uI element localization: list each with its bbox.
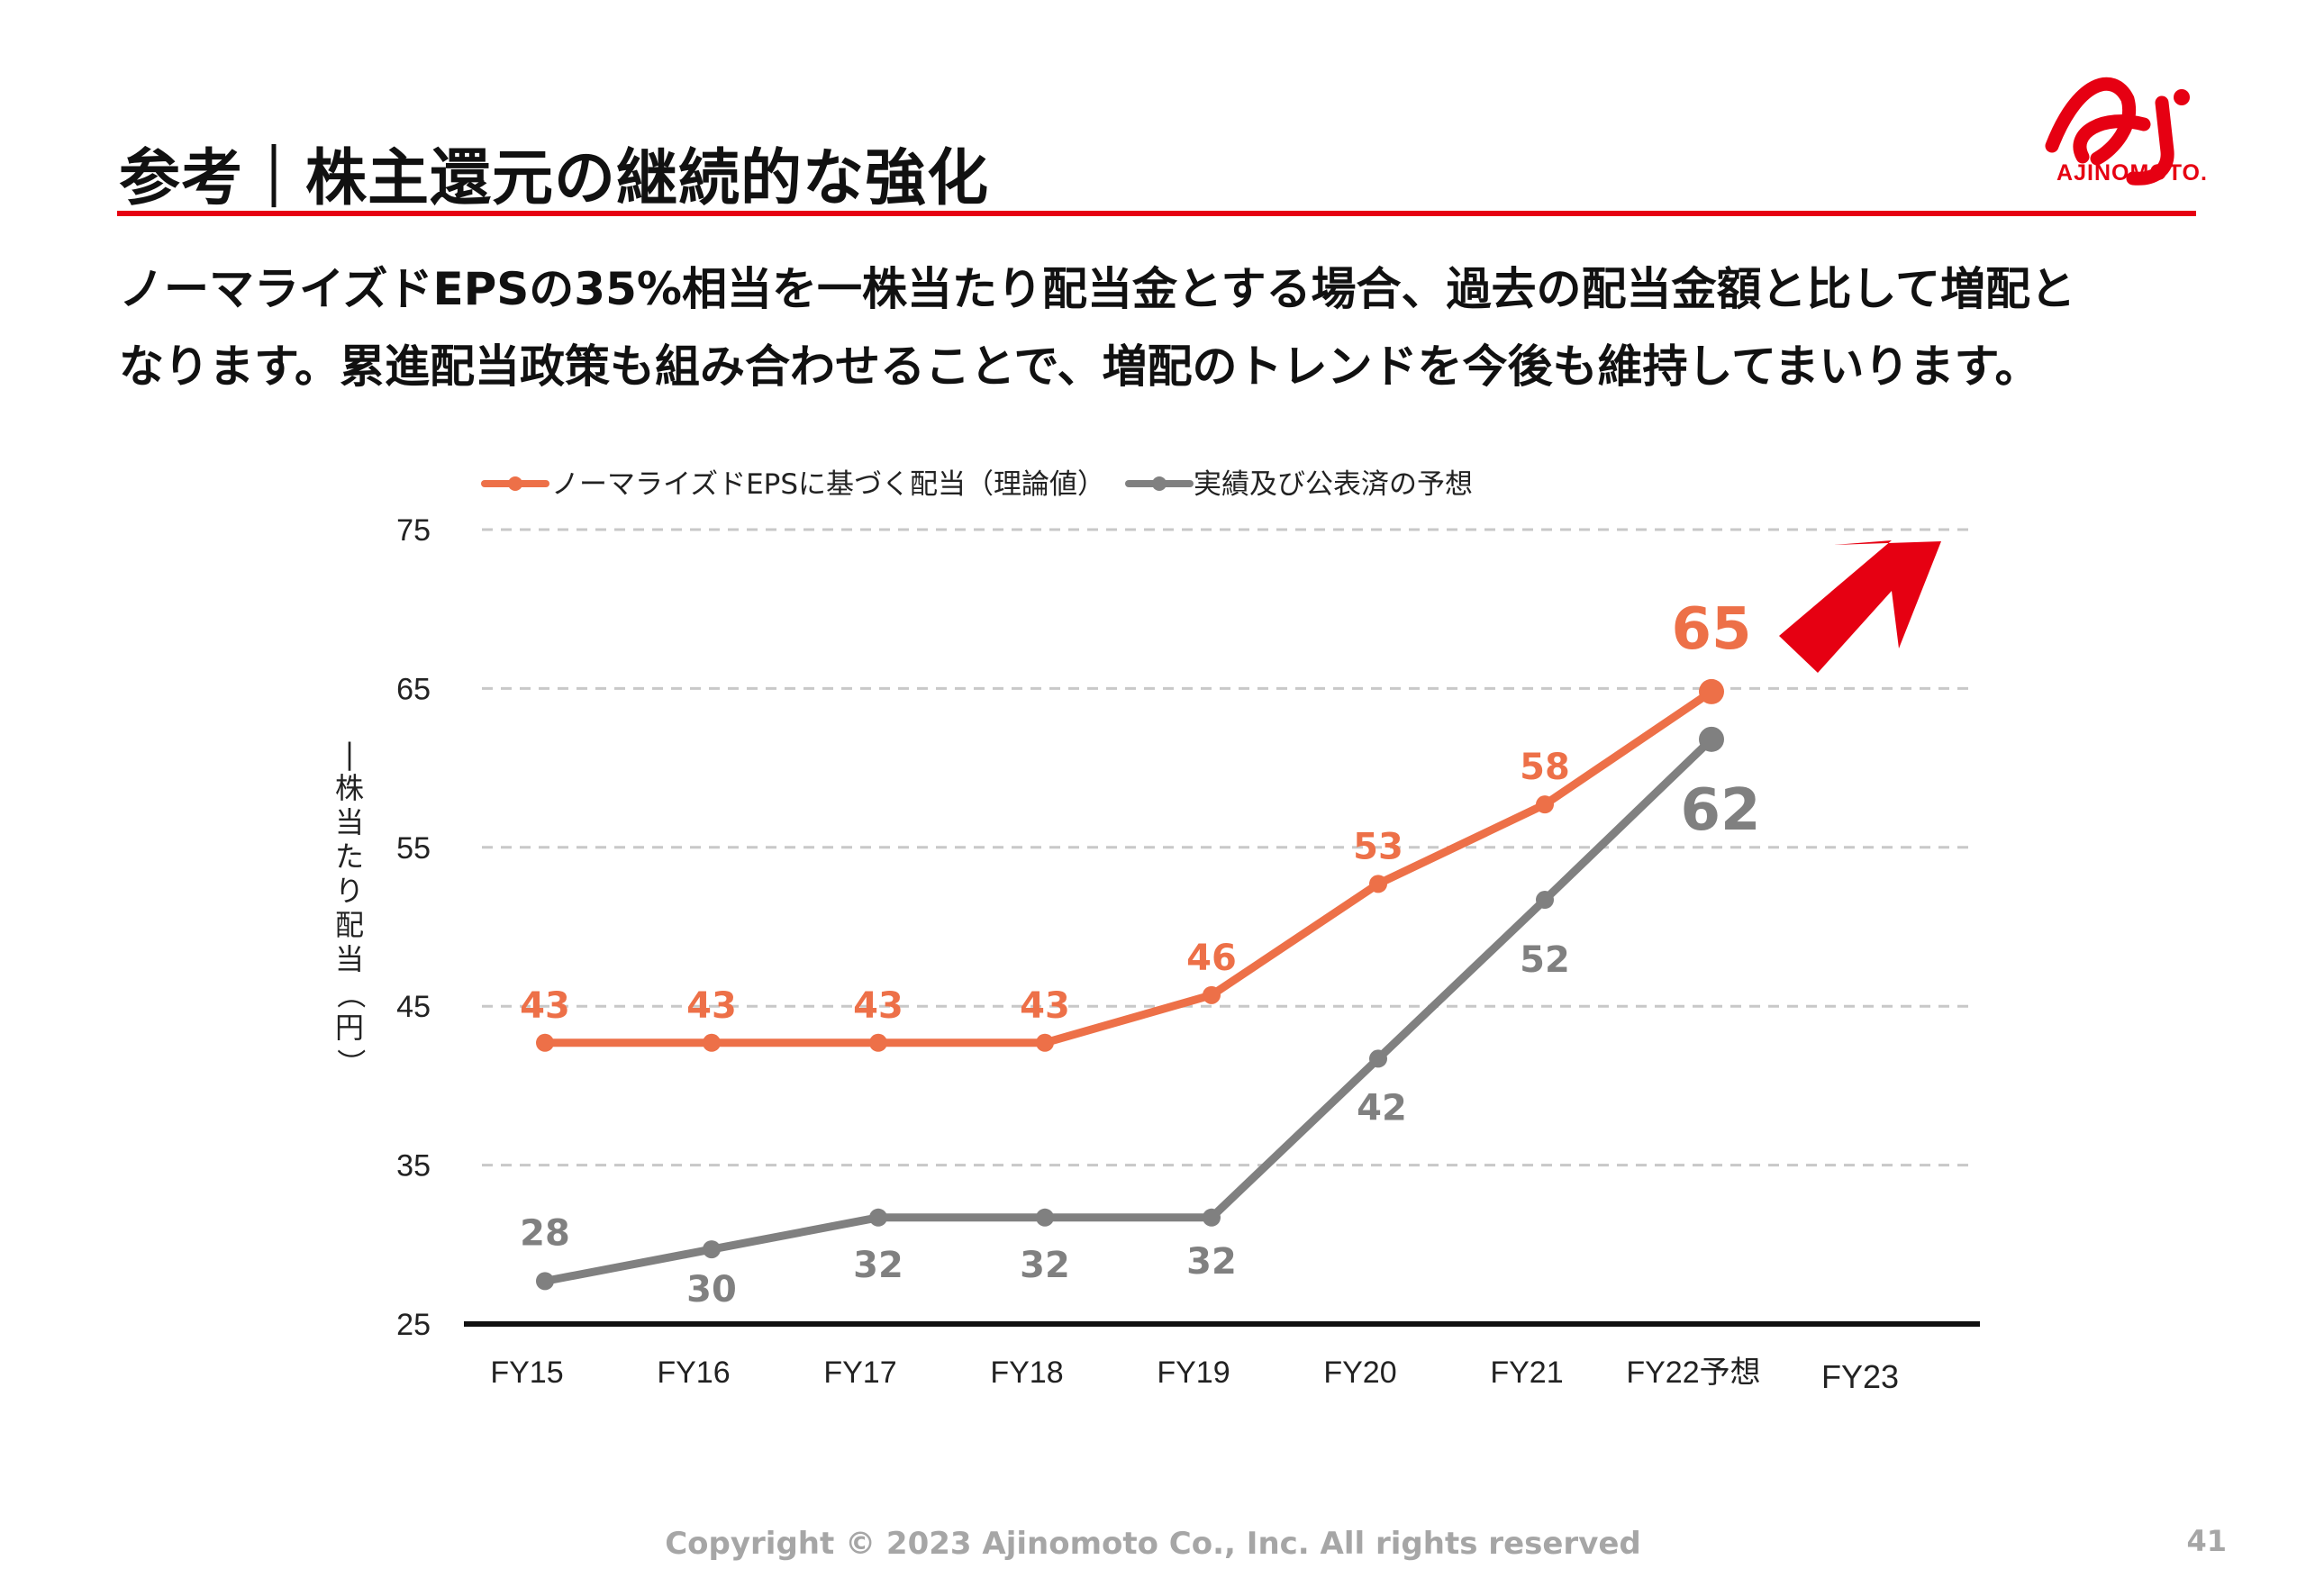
y-axis-title-char: 円 <box>335 1011 364 1045</box>
series-line <box>540 735 1716 1285</box>
data-label: 42 <box>1357 1087 1407 1129</box>
data-point <box>1699 726 1724 752</box>
y-tick-label: 25 <box>396 1308 431 1342</box>
data-label: 46 <box>1186 938 1237 979</box>
trend-arrow-icon <box>1779 540 1941 673</box>
data-label: 43 <box>1020 985 1070 1027</box>
data-label: 32 <box>853 1245 903 1286</box>
logo-text: AJINOMOTO. <box>2056 160 2208 186</box>
data-label: 43 <box>520 985 570 1027</box>
y-axis-title-char: 当 <box>335 942 364 976</box>
y-axis-title-char: 当 <box>335 805 364 839</box>
data-point <box>1036 1033 1054 1052</box>
y-axis-title-char: 配 <box>335 908 364 942</box>
data-point <box>1203 1208 1221 1227</box>
data-point <box>703 1240 721 1259</box>
y-tick-label: 75 <box>396 513 431 548</box>
data-label: 43 <box>853 985 903 1027</box>
data-point <box>869 1208 887 1227</box>
y-tick-label: 65 <box>396 672 431 706</box>
title-underline <box>117 211 2196 216</box>
y-axis-title-char: | <box>345 737 355 771</box>
x-tick-label: FY21 <box>1490 1356 1563 1390</box>
data-point <box>1536 891 1554 910</box>
data-point <box>1203 985 1221 1004</box>
data-label: 32 <box>1186 1241 1237 1283</box>
series-line <box>540 687 1716 1047</box>
x-tick-label: FY23 <box>1821 1358 1899 1395</box>
legend-swatch-marker <box>1152 476 1167 491</box>
legend-label: 実績及び公表済の予想 <box>1194 468 1473 501</box>
x-tick-label: FY16 <box>657 1356 730 1390</box>
legend-swatch-marker <box>508 476 522 491</box>
page-number: 41 <box>2186 1524 2227 1558</box>
data-label: 52 <box>1520 939 1570 981</box>
ajinomoto-logo-icon <box>2045 77 2190 186</box>
data-label: 58 <box>1520 747 1570 788</box>
x-tick-label: FY18 <box>990 1356 1063 1390</box>
lead-text: ノーマライズドEPSの35%相当を一株当たり配当金とする場合、過去の配当金額と比… <box>119 250 2200 405</box>
y-axis-title-char: ） <box>333 1048 368 1077</box>
data-label: 28 <box>520 1212 570 1254</box>
y-tick-label: 55 <box>396 831 431 866</box>
data-point <box>536 1033 554 1052</box>
data-point <box>536 1272 554 1291</box>
x-tick-label: FY17 <box>823 1356 896 1390</box>
data-label: 30 <box>686 1269 737 1310</box>
data-point <box>1369 875 1387 893</box>
lead-line-2: なります。累進配当政策も組み合わせることで、増配のトレンドを今後も維持してまいり… <box>119 340 2040 393</box>
lead-line-1: ノーマライズドEPSの35%相当を一株当たり配当金とする場合、過去の配当金額と比… <box>119 263 2075 315</box>
data-point <box>1699 678 1724 704</box>
dividend-line-chart: 75 65 55 45 35 25 FY15 FY16 FY17 FY18 FY19 FY20 FY21… <box>333 468 1980 1395</box>
data-point <box>869 1033 887 1052</box>
y-axis-title-char: た <box>335 839 364 874</box>
x-tick-label: FY20 <box>1323 1356 1396 1390</box>
data-point <box>1036 1208 1054 1227</box>
y-axis-title-char: （ <box>333 980 368 1009</box>
x-tick-label: FY22予想 <box>1626 1356 1760 1390</box>
data-label: 65 <box>1671 596 1751 663</box>
data-label: 43 <box>686 985 737 1027</box>
data-label: 53 <box>1353 826 1403 867</box>
y-tick-label: 45 <box>396 990 431 1024</box>
data-label: 32 <box>1020 1245 1070 1286</box>
page-title: 参考｜株主還元の継続的な強化 <box>119 143 990 214</box>
y-axis-title-char: り <box>335 874 364 908</box>
copyright-text: Copyright © 2023 Ajinomoto Co., Inc. All… <box>665 1526 1641 1562</box>
data-point <box>1369 1049 1387 1068</box>
data-point <box>1536 795 1554 814</box>
x-tick-label: FY19 <box>1157 1356 1230 1390</box>
data-label: 62 <box>1680 777 1760 844</box>
y-axis-title-char: 株 <box>335 771 364 805</box>
legend-label: ノーマライズドEPSに基づく配当（理論値） <box>551 468 1105 501</box>
y-tick-label: 35 <box>396 1149 431 1183</box>
data-point <box>703 1033 721 1052</box>
x-tick-label: FY15 <box>490 1356 563 1390</box>
